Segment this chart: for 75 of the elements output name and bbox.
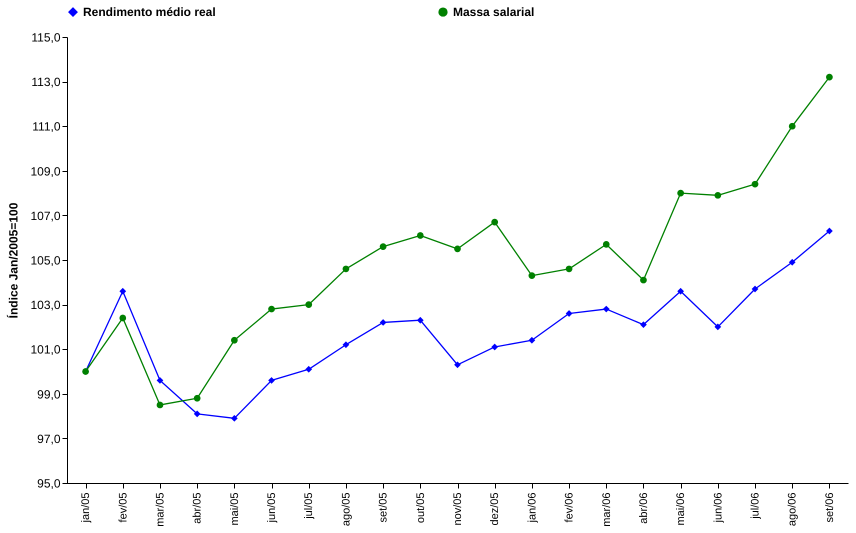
point (156, 377, 164, 384)
point (528, 336, 536, 344)
point (342, 266, 350, 272)
x-tick-label: mai/06 (675, 492, 688, 526)
y-axis-title: Índice Jan/2005=100 (6, 202, 20, 318)
point (528, 272, 536, 279)
x-tick-label: abr/06 (638, 492, 650, 524)
x-tick-label: set/06 (824, 492, 836, 522)
x-tick-label: nov/05 (452, 492, 464, 526)
point (602, 241, 610, 248)
point (305, 366, 312, 373)
point (342, 341, 350, 348)
x-tick-label: jan/05 (80, 492, 92, 524)
point (752, 286, 758, 292)
point (826, 228, 833, 234)
point (231, 336, 238, 344)
point (416, 232, 424, 239)
y-tick-label: 99,0 (37, 387, 61, 402)
point (156, 402, 164, 408)
x-tick-label: abr/05 (192, 492, 204, 524)
point (491, 218, 498, 226)
x-tick-label: jun/06 (712, 492, 724, 524)
x-tick-label: fev/05 (117, 492, 130, 522)
point (640, 276, 647, 284)
x-tick-label: jun/05 (266, 492, 278, 524)
point (566, 310, 572, 317)
point (268, 306, 275, 312)
point (677, 288, 684, 295)
x-tick-label: mar/06 (600, 492, 613, 527)
y-tick-label: 95,0 (37, 476, 61, 490)
point (566, 266, 572, 272)
x-tick-label: ago/06 (786, 492, 799, 526)
point (788, 258, 796, 266)
x-tick-label: jul/05 (303, 492, 316, 520)
point (194, 410, 201, 418)
point (788, 122, 796, 130)
y-tick-label: 101,0 (30, 342, 61, 357)
point (380, 319, 386, 326)
point (677, 190, 684, 196)
x-tick-label: jul/06 (750, 492, 762, 520)
x-tick-label: mai/05 (228, 492, 241, 526)
point (491, 344, 498, 350)
point (752, 180, 758, 188)
point (714, 324, 722, 330)
y-tick-label: 115,0 (31, 30, 61, 44)
y-tick-label: 103,0 (30, 298, 61, 312)
y-tick-label: 113,0 (31, 75, 61, 90)
x-tick-label: dez/05 (489, 492, 502, 526)
point (305, 301, 312, 308)
point (454, 246, 461, 252)
point (454, 361, 461, 368)
x-tick-label: set/05 (378, 492, 390, 522)
point (194, 394, 201, 402)
y-tick-label: 109,0 (30, 164, 61, 178)
x-tick-label: fev/06 (564, 492, 576, 522)
y-tick-label: 105,0 (30, 254, 61, 268)
y-tick-label: 107,0 (30, 208, 61, 223)
point (380, 243, 386, 250)
point (231, 414, 238, 422)
legend-label: Rendimento médio real (83, 5, 216, 20)
x-tick-label: jan/06 (526, 492, 538, 524)
point (119, 288, 126, 295)
x-tick-label: ago/05 (340, 492, 352, 526)
x-tick-label: out/05 (414, 492, 427, 524)
point (119, 314, 126, 322)
point (602, 306, 610, 312)
point (640, 321, 647, 328)
y-tick-label: 97,0 (37, 432, 61, 446)
point (826, 74, 833, 80)
x-tick-label: mar/05 (154, 492, 166, 527)
point (268, 377, 275, 384)
y-tick-label: 111,0 (32, 120, 61, 134)
point (714, 192, 722, 199)
point (416, 316, 424, 324)
legend-label: Massa salarial (453, 5, 534, 20)
